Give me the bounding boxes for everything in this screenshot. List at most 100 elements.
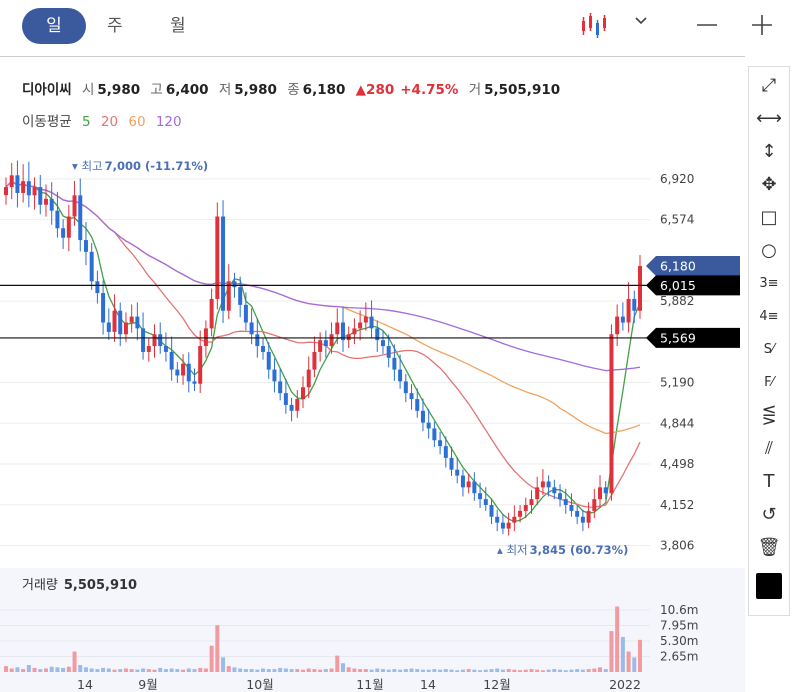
ma-line-20 <box>5 180 641 508</box>
volume-bar <box>249 669 254 672</box>
candle-body <box>580 516 585 523</box>
volume-bar <box>38 669 43 672</box>
zoom-in-icon[interactable] <box>750 13 774 37</box>
parallel-lines-icon[interactable]: ⫽ <box>764 438 774 459</box>
volume-panel-title: 거래량 5,505,910 <box>22 578 137 593</box>
volume-bar <box>575 669 580 672</box>
volume-bar <box>518 670 523 672</box>
volume-bar <box>146 669 151 672</box>
volume-panel-value: 5,505,910 <box>64 578 137 593</box>
color-swatch-icon[interactable] <box>756 573 782 599</box>
fib-4-icon[interactable]: 4≡ <box>759 309 779 324</box>
candlestick-icon[interactable] <box>580 12 610 38</box>
low-annotation-label: 최저 <box>506 543 527 557</box>
volume-bar <box>141 668 146 672</box>
ma-5[interactable]: 5 <box>81 114 91 130</box>
speed-fan-s-icon[interactable]: S⁄ <box>763 342 775 357</box>
volume-bar <box>586 669 591 672</box>
chevron-down-icon[interactable] <box>634 16 648 26</box>
price-tag-label: 6,180 <box>660 258 696 273</box>
zoom-out-icon[interactable] <box>695 13 719 37</box>
price-chart[interactable]: 6,920 6,574 5,882 5,190 4,844 4,498 4,152 3,806… <box>0 140 745 692</box>
candle-body <box>552 487 557 494</box>
volume-bar <box>106 668 111 672</box>
volume-bar <box>352 668 357 672</box>
volume-bar <box>506 669 511 672</box>
volume-bar <box>483 669 488 672</box>
volume-bar <box>169 668 174 672</box>
candle-body <box>95 281 100 294</box>
volume-bar <box>9 668 14 672</box>
fan-f-icon[interactable]: F⁄ <box>764 375 774 390</box>
fib-3-icon[interactable]: 3≡ <box>759 276 779 291</box>
circle-icon[interactable]: ○ <box>761 240 777 261</box>
undo-icon[interactable]: ↺ <box>761 504 777 525</box>
open-label: 시 <box>81 82 95 98</box>
volume-bar <box>512 669 517 672</box>
gann-fan-icon[interactable]: ⋚ <box>761 405 777 426</box>
candle-body <box>558 493 563 500</box>
horizontal-arrows-icon[interactable]: ⟷ <box>756 108 782 129</box>
candle-body <box>489 505 494 517</box>
trash-icon[interactable]: 🗑 <box>757 537 781 558</box>
candle-body <box>249 322 254 335</box>
volume-value: 5,505,910 <box>484 82 561 98</box>
text-tool-icon[interactable]: T <box>763 471 775 492</box>
x-tick-label: 10월 <box>246 677 273 692</box>
high-annotation-marker: ▾ <box>72 159 81 173</box>
candle-body <box>43 198 48 205</box>
candle-body <box>358 322 363 329</box>
candle-body <box>318 340 323 352</box>
ma-60[interactable]: 60 <box>128 114 146 130</box>
rectangle-icon[interactable]: □ <box>760 207 778 228</box>
candle-body <box>186 363 191 382</box>
volume-bar <box>238 668 243 672</box>
y-tick-label: 4,152 <box>660 498 694 512</box>
candle-body <box>4 187 8 196</box>
x-tick-label: 9월 <box>138 677 157 692</box>
candle-body <box>575 510 580 517</box>
volume-bar <box>500 669 505 672</box>
low-annotation: ▴ 최저 3,845 (60.73%) <box>497 543 628 557</box>
candle-body <box>352 328 357 335</box>
candle-body <box>209 298 214 329</box>
candle-body <box>215 216 220 299</box>
candle-body <box>398 369 403 382</box>
volume-bar <box>118 669 123 672</box>
candle-body <box>221 216 226 311</box>
volume-bar <box>432 669 437 672</box>
low-annotation-marker: ▴ <box>497 543 506 557</box>
vertical-arrows-icon[interactable]: ↕ <box>761 141 777 162</box>
candle-body <box>329 334 334 347</box>
price-tag-label: 6,015 <box>660 278 696 293</box>
candle-body <box>500 522 505 529</box>
tab-month[interactable]: 월 <box>170 16 186 36</box>
volume-bar <box>523 669 528 672</box>
candle-body <box>426 422 431 429</box>
candle-body <box>438 440 443 447</box>
candle-body <box>278 381 283 394</box>
volume-bar <box>78 664 83 672</box>
ma-20[interactable]: 20 <box>100 114 119 130</box>
volume-bar <box>255 669 260 672</box>
candle-body <box>21 181 26 193</box>
move-icon[interactable]: ✥ <box>761 174 777 195</box>
volume-bar <box>198 667 203 672</box>
volume-bar <box>340 663 345 672</box>
candle-body <box>392 357 397 370</box>
x-tick-label: 12월 <box>483 677 510 692</box>
tab-week[interactable]: 주 <box>107 16 123 36</box>
candle-body <box>460 475 465 488</box>
candle-body <box>26 181 31 196</box>
candle-body <box>112 310 117 332</box>
ma-120[interactable]: 120 <box>155 114 182 130</box>
tab-day[interactable]: 일 <box>22 8 86 44</box>
volume-bar <box>43 668 48 672</box>
expand-diagonal-icon[interactable]: ⤢ <box>761 75 777 96</box>
high-label: 고 <box>150 82 163 98</box>
volume-bar <box>55 667 60 672</box>
candle-body <box>626 298 631 323</box>
volume-bar <box>49 666 54 672</box>
candle-body <box>518 510 523 517</box>
volume-bar <box>301 669 306 672</box>
